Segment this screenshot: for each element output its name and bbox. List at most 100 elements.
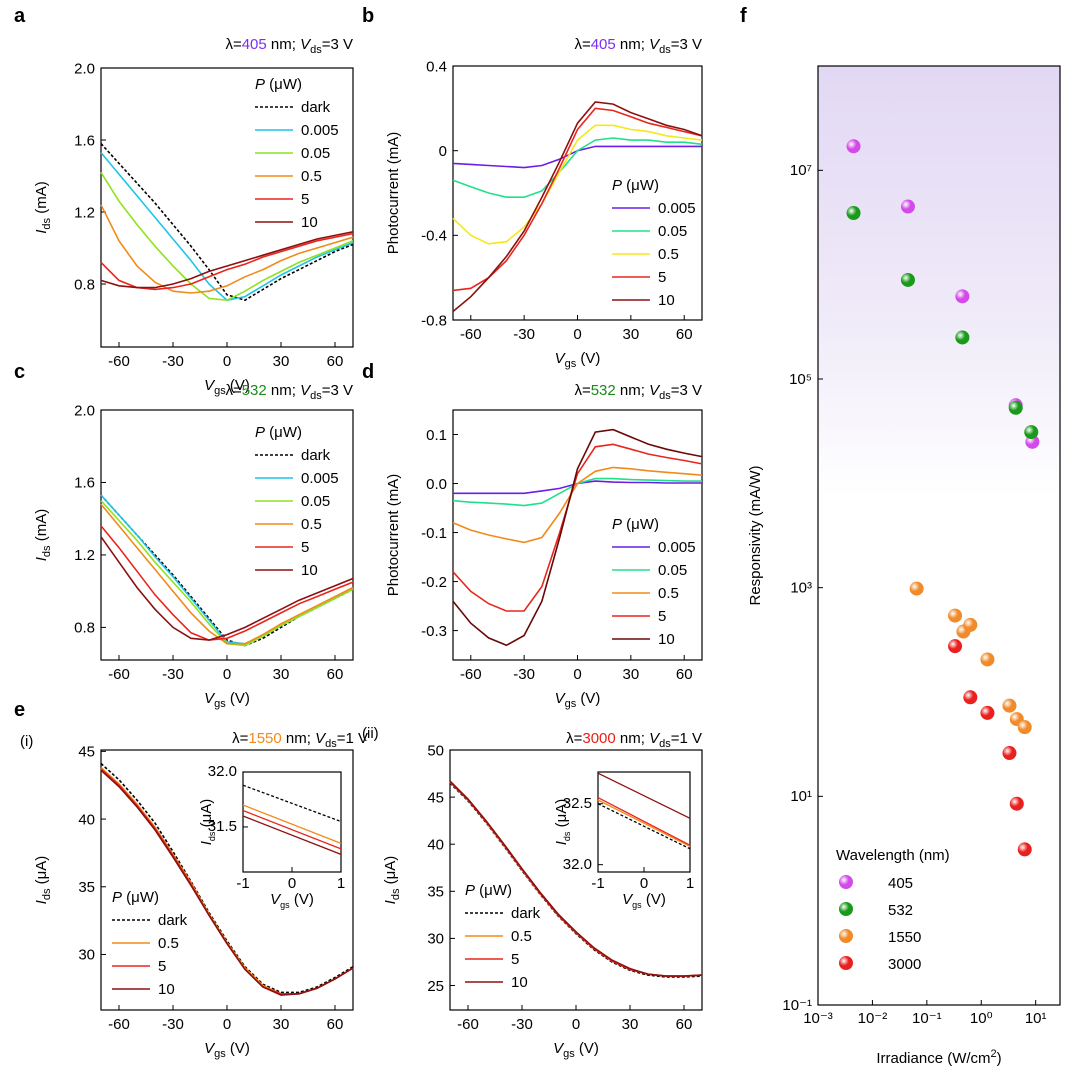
data-point [955, 289, 970, 304]
x-axis-label: Vgs (V) [555, 350, 601, 370]
data-point [900, 272, 915, 287]
y-tick-label: 30 [78, 947, 95, 964]
title-text: =3 V [322, 36, 353, 53]
label-symbol: I [382, 900, 399, 904]
data-point [909, 581, 924, 596]
x-tick-label: -1 [236, 875, 249, 892]
x-tick-label: -30 [162, 1016, 184, 1033]
legend-label: dark [301, 99, 331, 116]
legend-label: 5 [658, 608, 666, 625]
data-line [597, 803, 691, 850]
legend-title-symbol: P [255, 76, 265, 93]
title-text: =3 V [671, 382, 702, 399]
data-point [963, 690, 978, 705]
data-point [948, 608, 963, 623]
data-line [449, 780, 703, 977]
label-subscript: ds [41, 217, 53, 229]
subpanel-label: (ii) [362, 725, 379, 742]
legend-label: 10 [301, 214, 318, 231]
label-symbol: V [555, 690, 567, 707]
title-text: =1 V [671, 730, 702, 747]
legend-label: dark [301, 447, 331, 464]
y-tick-label: 0.1 [426, 427, 447, 444]
y-tick-label: 32.0 [563, 856, 592, 873]
label-unit: (mA) [33, 509, 50, 546]
x-tick-label: 60 [676, 666, 693, 683]
data-line [100, 769, 354, 996]
title-variable: V [649, 382, 661, 399]
x-tick-label: 60 [327, 353, 344, 370]
chart-title: λ=405 nm; Vds=3 V [225, 36, 353, 56]
data-point [948, 639, 963, 654]
legend-title-symbol: P [255, 424, 265, 441]
x-tick-label: 0 [573, 666, 581, 683]
x-tick-label: 30 [273, 666, 290, 683]
data-point [1017, 720, 1032, 735]
legend-title: P (μW) [612, 516, 659, 533]
y-axis-label: Photocurrent (mA) [385, 474, 402, 597]
y-axis-label: Ids (μA) [382, 856, 402, 905]
data-line [100, 762, 354, 994]
data-point [1009, 796, 1024, 811]
chart-title: λ=532 nm; Vds=3 V [574, 382, 702, 402]
legend-title-unit: (μW) [622, 516, 659, 533]
label-symbol: I [198, 841, 215, 845]
legend-label: 405 [888, 875, 913, 892]
data-line [452, 124, 703, 245]
title-text: nm; [267, 382, 300, 399]
data-point [1017, 842, 1032, 857]
chart-title: λ=3000 nm; Vds=1 V [566, 730, 702, 750]
legend-label: 0.005 [301, 470, 339, 487]
data-point [980, 652, 995, 667]
label-unit: (V) [226, 1040, 250, 1057]
legend-title-symbol: P [612, 177, 622, 194]
title-variable: V [649, 36, 661, 53]
legend-label: 10 [511, 974, 528, 991]
x-tick-label: -60 [460, 666, 482, 683]
y-axis-label: Photocurrent (mA) [385, 132, 402, 255]
x-tick-label: -30 [162, 666, 184, 683]
legend-label: 3000 [888, 956, 921, 973]
y-tick-label: 0.8 [74, 620, 95, 637]
x-tick-label: -30 [513, 666, 535, 683]
title-subscript: ds [659, 44, 671, 56]
data-line [597, 797, 691, 846]
y-tick-label: 1.2 [74, 547, 95, 564]
x-tick-label: -60 [460, 326, 482, 343]
legend-title-unit: (μW) [622, 177, 659, 194]
label-symbol: I [33, 900, 50, 904]
panel-label: c [14, 361, 25, 383]
x-axis-label: Vgs (V) [553, 1040, 599, 1060]
y-tick-label: 0.0 [426, 476, 447, 493]
data-line [100, 536, 354, 641]
title-subscript: ds [325, 738, 337, 750]
data-line [242, 809, 342, 850]
x-tick-label: -30 [513, 326, 535, 343]
x-tick-label: -60 [108, 666, 130, 683]
legend-title: P (μW) [612, 177, 659, 194]
legend-title: P (μW) [112, 889, 159, 906]
legend-marker [839, 929, 853, 943]
legend-label: dark [158, 912, 188, 929]
legend-label: 1550 [888, 929, 921, 946]
legend-label: 0.5 [301, 516, 322, 533]
label-unit: (V) [290, 891, 314, 908]
y-axis-label: Ids (mA) [33, 181, 53, 233]
title-text: λ= [232, 730, 249, 747]
y-tick-label: -0.4 [421, 228, 447, 245]
x-tick-label: 60 [327, 666, 344, 683]
x-tick-label: 10⁻¹ [912, 1010, 942, 1027]
inset-y-label: Ids (μA) [198, 799, 217, 846]
title-variable: V [300, 36, 312, 53]
data-line [452, 428, 703, 647]
legend-marker [839, 902, 853, 916]
label-symbol: V [555, 350, 567, 367]
x-tick-label: -30 [511, 1016, 533, 1033]
label-subscript: gs [632, 900, 642, 910]
data-line [100, 503, 354, 645]
x-tick-label: -1 [591, 875, 604, 892]
subpanel-label: (i) [20, 733, 33, 750]
data-line [597, 772, 691, 819]
label-symbol: V [204, 1040, 216, 1057]
title-text: λ= [574, 382, 591, 399]
